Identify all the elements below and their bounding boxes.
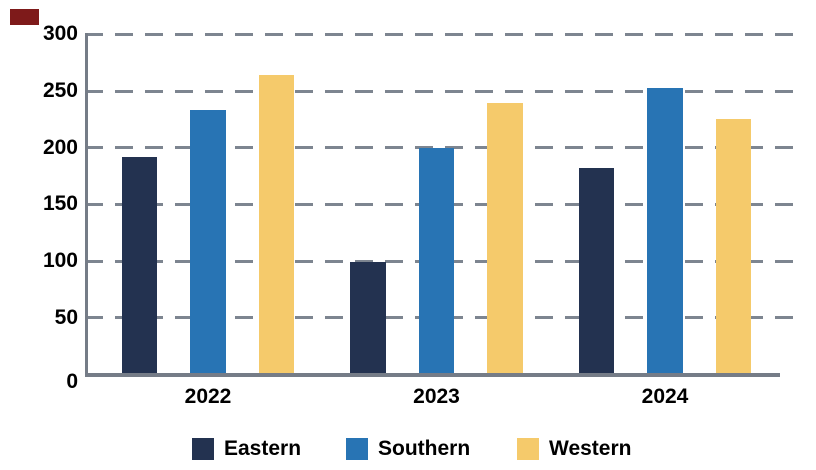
y-tick-label-150: 150	[42, 192, 78, 216]
x-tick-label-2022: 2022	[184, 385, 232, 408]
bar-eastern-2024	[578, 168, 615, 375]
y-tick-label-0: 0	[66, 369, 78, 393]
x-tick-label-2024: 2024	[641, 385, 689, 408]
legend-label-southern: Southern	[378, 437, 471, 460]
bar-eastern-2022	[121, 156, 158, 375]
y-tick-label-50: 50	[54, 305, 78, 329]
bar-southern-2023	[418, 147, 455, 375]
y-axis-line	[84, 33, 88, 377]
bar-western-2024	[715, 119, 752, 375]
gridline-250	[85, 89, 795, 93]
bar-western-2022	[258, 75, 295, 375]
legend-swatch-southern	[346, 438, 368, 460]
legend-swatch-western	[517, 438, 539, 460]
legend-label-eastern: Eastern	[224, 437, 302, 460]
gridline-300	[85, 32, 795, 36]
legend-swatch-eastern	[192, 438, 214, 460]
bar-southern-2022	[190, 110, 226, 375]
y-tick-label-250: 250	[42, 79, 78, 102]
legend-label-western: Western	[549, 437, 632, 460]
bar-southern-2024	[647, 87, 683, 375]
bar-western-2023	[487, 103, 523, 375]
red-marker	[10, 9, 39, 25]
y-tick-label-200: 200	[42, 135, 78, 159]
y-tick-label-100: 100	[42, 249, 78, 273]
bar-eastern-2023	[350, 262, 386, 375]
x-tick-label-2023: 2023	[413, 385, 460, 408]
y-tick-label-300: 300	[42, 22, 78, 46]
x-axis-line	[84, 373, 780, 377]
